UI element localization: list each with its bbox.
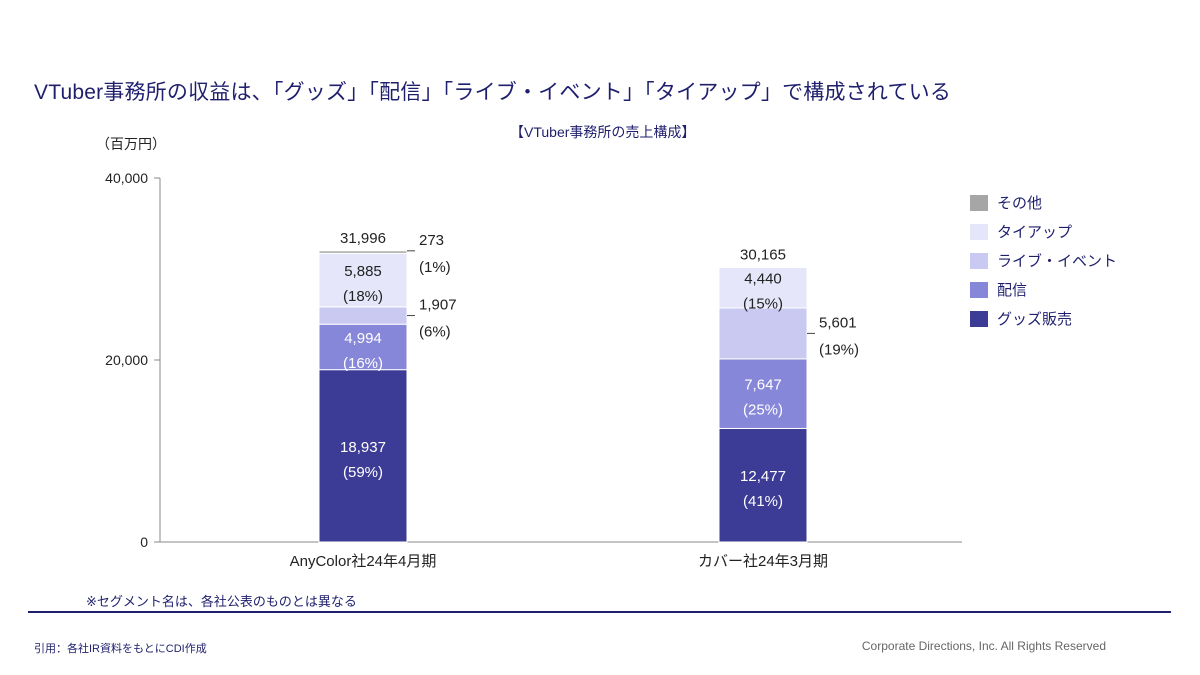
data-label-streaming: 7,647: [744, 377, 782, 394]
pct-label-live-event: (6%): [419, 324, 451, 341]
bar-segment-live-event: [318, 306, 408, 325]
legend-label: タイアップ: [997, 224, 1073, 241]
source-citation: 引用：各社IR資料をもとにCDI作成: [34, 643, 207, 655]
legend-item: グッズ販売: [970, 304, 1117, 333]
data-label-streaming: 4,994: [344, 330, 382, 347]
data-label-tie-up: 4,440: [744, 271, 782, 288]
bar-segment-other: [318, 250, 408, 254]
legend-item: タイアップ: [970, 217, 1117, 246]
pct-label-live-event: (19%): [819, 341, 859, 358]
legend-label: 配信: [997, 282, 1028, 299]
y-tick-label: 20,000: [105, 352, 148, 368]
x-category-label: AnyColor社24年4月期: [290, 553, 437, 570]
bar-segment-tie-up: [718, 266, 808, 309]
chart-title: 【VTuber事務所の売上構成】: [510, 124, 696, 140]
legend-swatch: [970, 223, 988, 240]
data-label-goods: 12,477: [740, 468, 786, 485]
legend-item: ライブ・イベント: [970, 246, 1117, 275]
y-axis-unit-label: （百万円）: [96, 136, 166, 152]
data-label-live-event: 1,907: [419, 297, 457, 314]
legend-item: その他: [970, 188, 1117, 217]
page-title: VTuber事務所の収益は、「グッズ」「配信」「ライブ・イベント」「タイアップ」…: [34, 81, 952, 104]
data-label-goods: 18,937: [340, 439, 386, 456]
chart-legend: その他タイアップライブ・イベント 配信グッズ販売: [970, 188, 1117, 333]
pct-label-goods: (41%): [743, 493, 783, 510]
copyright: Corporate Directions, Inc. All Rights Re…: [861, 639, 1106, 653]
pct-label-goods: (59%): [343, 464, 383, 481]
legend-swatch: [970, 252, 988, 269]
y-tick-label: 40,000: [105, 170, 148, 186]
legend-item: 配信: [970, 275, 1117, 304]
bar-segment-tie-up: [318, 252, 408, 308]
pct-label-streaming: (25%): [743, 402, 783, 419]
footer-divider: [28, 611, 1171, 613]
data-label-other: 273: [419, 232, 444, 249]
data-label-tie-up: 5,885: [344, 263, 382, 280]
y-tick-label: 0: [140, 534, 148, 550]
legend-label: ライブ・イベント: [997, 253, 1118, 270]
pct-label-other: (1%): [419, 259, 451, 276]
legend-label: その他: [997, 195, 1043, 212]
legend-swatch: [970, 194, 988, 211]
legend-swatch: [970, 310, 988, 327]
legend-label: グッズ販売: [997, 311, 1073, 328]
pct-label-tie-up: (18%): [343, 288, 383, 305]
segment-note: ※セグメント名は、各社公表のものとは異なる: [86, 594, 357, 609]
bar-segment-streaming: [318, 323, 408, 371]
bar-segment-live-event: [718, 307, 808, 360]
bar-segment-streaming: [718, 358, 808, 429]
legend-swatch: [970, 281, 988, 298]
total-label: 31,996: [340, 230, 386, 247]
data-label-live-event: 5,601: [819, 314, 857, 331]
pct-label-streaming: (16%): [343, 355, 383, 372]
pct-label-tie-up: (15%): [743, 296, 783, 313]
total-label: 30,165: [740, 246, 786, 263]
x-category-label: カバー社24年3月期: [698, 553, 828, 570]
